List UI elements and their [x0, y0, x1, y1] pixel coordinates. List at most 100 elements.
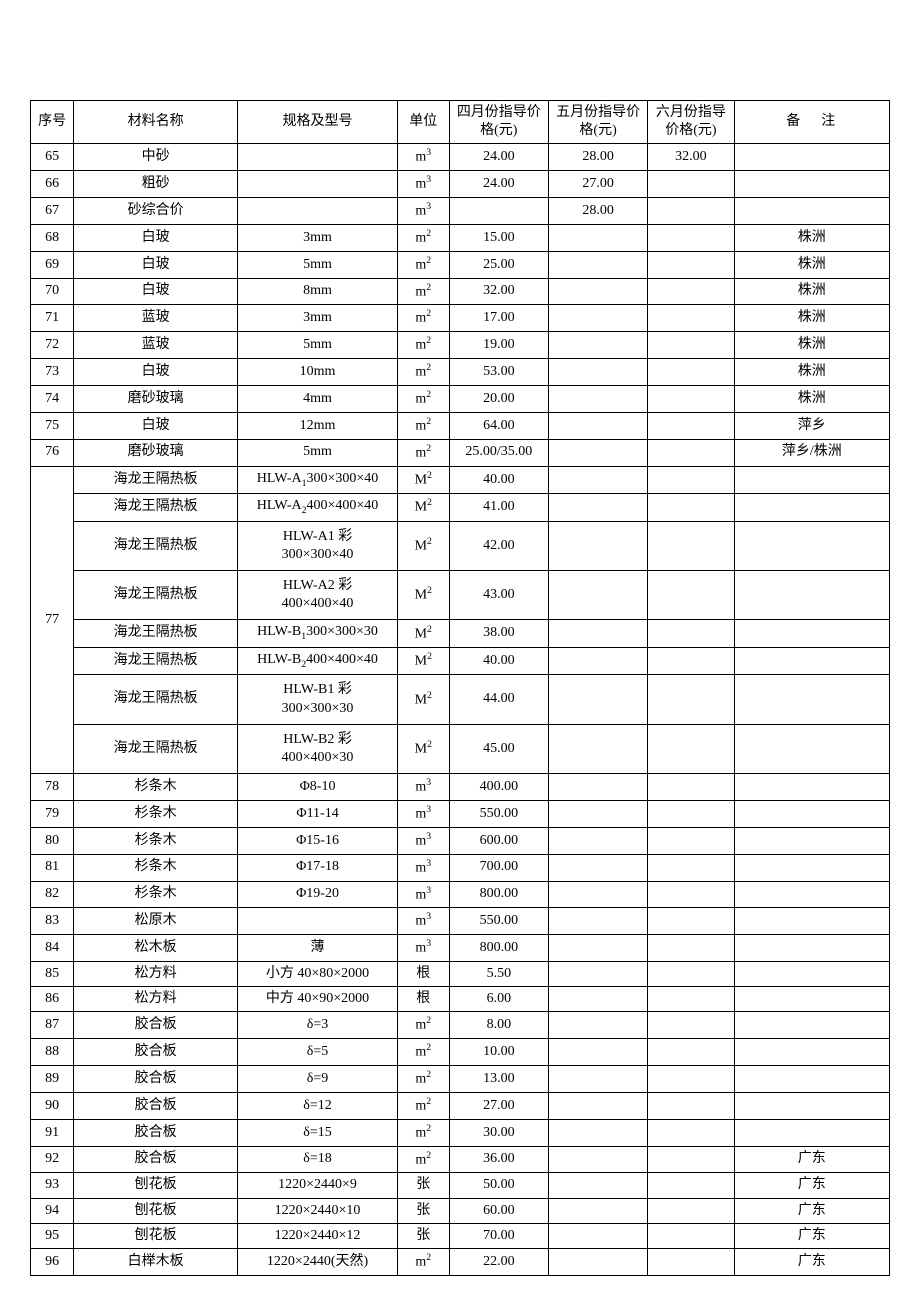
cell-price-apr: 40.00: [449, 466, 548, 494]
cell-unit: m2: [397, 1012, 449, 1039]
cell-seq: 70: [31, 278, 74, 305]
cell-unit: 根: [397, 962, 449, 987]
cell-price-apr: 22.00: [449, 1249, 548, 1276]
cell-spec: 1220×2440(天然): [238, 1249, 398, 1276]
cell-spec: Φ8-10: [238, 774, 398, 801]
table-row: 81杉条木Φ17-18m3700.00: [31, 854, 890, 881]
cell-unit: m3: [397, 935, 449, 962]
table-row: 78杉条木Φ8-10m3400.00: [31, 774, 890, 801]
cell-seq: 75: [31, 412, 74, 439]
cell-unit: M2: [397, 724, 449, 773]
cell-unit: m2: [397, 385, 449, 412]
cell-unit: M2: [397, 494, 449, 522]
cell-seq: 93: [31, 1173, 74, 1198]
table-row: 88胶合板δ=5m210.00: [31, 1039, 890, 1066]
cell-price-jun: [648, 1146, 734, 1173]
cell-spec: HLW-B1 彩300×300×30: [238, 675, 398, 724]
cell-spec: [238, 198, 398, 225]
header-price-may: 五月份指导价格(元): [548, 101, 647, 144]
cell-seq: 69: [31, 251, 74, 278]
cell-spec: HLW-B1300×300×30: [238, 620, 398, 648]
cell-spec: 10mm: [238, 359, 398, 386]
cell-price-jun: [648, 1039, 734, 1066]
cell-seq: 92: [31, 1146, 74, 1173]
cell-note: [734, 521, 889, 570]
cell-unit: m2: [397, 1039, 449, 1066]
cell-price-apr: 24.00: [449, 171, 548, 198]
cell-price-may: [548, 675, 647, 724]
cell-spec: 5mm: [238, 332, 398, 359]
table-row: 71蓝玻3mmm217.00株洲: [31, 305, 890, 332]
cell-price-apr: 400.00: [449, 774, 548, 801]
cell-note: [734, 774, 889, 801]
cell-note: 萍乡/株洲: [734, 439, 889, 466]
cell-price-may: [548, 412, 647, 439]
table-row: 69白玻5mmm225.00株洲: [31, 251, 890, 278]
cell-unit: m3: [397, 171, 449, 198]
cell-price-apr: 8.00: [449, 1012, 548, 1039]
cell-unit: m2: [397, 1146, 449, 1173]
cell-seq: 90: [31, 1092, 74, 1119]
cell-name: 刨花板: [74, 1198, 238, 1223]
cell-unit: M2: [397, 620, 449, 648]
cell-price-may: [548, 774, 647, 801]
cell-name: 海龙王隔热板: [74, 466, 238, 494]
table-row: 75白玻12mmm264.00萍乡: [31, 412, 890, 439]
cell-price-may: [548, 251, 647, 278]
table-row: 65中砂m324.0028.0032.00: [31, 144, 890, 171]
cell-name: 杉条木: [74, 827, 238, 854]
table-row: 85松方料小方 40×80×2000根5.50: [31, 962, 890, 987]
cell-price-may: [548, 1223, 647, 1248]
cell-spec: δ=9: [238, 1066, 398, 1093]
cell-note: [734, 1092, 889, 1119]
cell-name: 胶合板: [74, 1039, 238, 1066]
cell-unit: 张: [397, 1198, 449, 1223]
cell-price-jun: [648, 1066, 734, 1093]
cell-price-jun: [648, 774, 734, 801]
cell-name: 海龙王隔热板: [74, 521, 238, 570]
cell-name: 胶合板: [74, 1092, 238, 1119]
cell-price-jun: [648, 1249, 734, 1276]
cell-seq: 91: [31, 1119, 74, 1146]
table-row: 86松方料中方 40×90×2000根6.00: [31, 987, 890, 1012]
cell-spec: 5mm: [238, 439, 398, 466]
cell-spec: 5mm: [238, 251, 398, 278]
cell-unit: m3: [397, 827, 449, 854]
cell-seq: 65: [31, 144, 74, 171]
header-name: 材料名称: [74, 101, 238, 144]
cell-seq: 95: [31, 1223, 74, 1248]
cell-note: 株洲: [734, 385, 889, 412]
cell-unit: m2: [397, 224, 449, 251]
cell-price-jun: [648, 908, 734, 935]
cell-name: 蓝玻: [74, 305, 238, 332]
cell-spec: Φ17-18: [238, 854, 398, 881]
cell-price-may: [548, 1146, 647, 1173]
cell-price-may: [548, 305, 647, 332]
table-row: 68白玻3mmm215.00株洲: [31, 224, 890, 251]
cell-spec: [238, 171, 398, 198]
cell-unit: M2: [397, 647, 449, 675]
cell-seq: 96: [31, 1249, 74, 1276]
cell-note: 广东: [734, 1146, 889, 1173]
cell-price-apr: 10.00: [449, 1039, 548, 1066]
table-row: 74磨砂玻璃4mmm220.00株洲: [31, 385, 890, 412]
cell-price-apr: 30.00: [449, 1119, 548, 1146]
cell-spec: [238, 908, 398, 935]
cell-price-may: [548, 962, 647, 987]
cell-price-apr: 5.50: [449, 962, 548, 987]
cell-price-apr: 13.00: [449, 1066, 548, 1093]
cell-seq-merged: 77: [31, 466, 74, 774]
cell-price-may: [548, 359, 647, 386]
cell-name: 杉条木: [74, 774, 238, 801]
table-row: 72蓝玻5mmm219.00株洲: [31, 332, 890, 359]
cell-note: [734, 171, 889, 198]
table-row: 90胶合板δ=12m227.00: [31, 1092, 890, 1119]
cell-spec: HLW-B2 彩400×400×30: [238, 724, 398, 773]
cell-seq: 71: [31, 305, 74, 332]
cell-price-may: [548, 1249, 647, 1276]
cell-note: 株洲: [734, 224, 889, 251]
cell-price-apr: 600.00: [449, 827, 548, 854]
cell-price-apr: 40.00: [449, 647, 548, 675]
table-row: 80杉条木Φ15-16m3600.00: [31, 827, 890, 854]
cell-price-jun: [648, 1012, 734, 1039]
